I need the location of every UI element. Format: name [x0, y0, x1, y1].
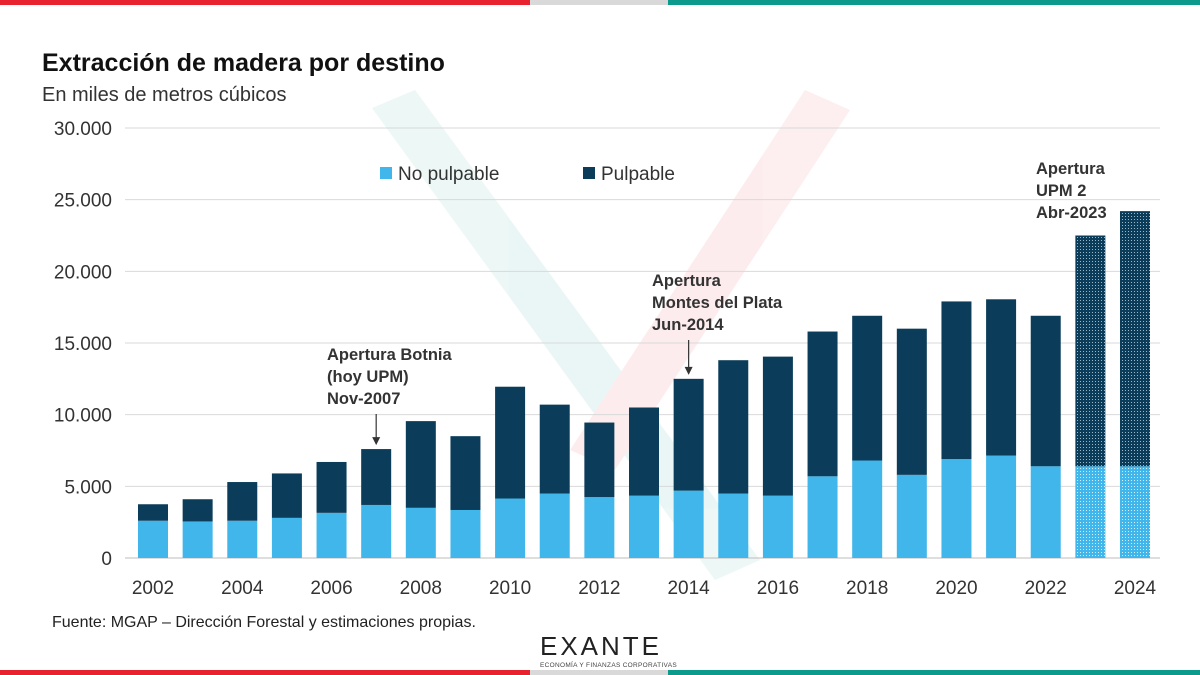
- bottom-color-bar: [0, 670, 1200, 675]
- chart-subtitle: En miles de metros cúbicos: [42, 84, 287, 106]
- bar-no-pulpable-2013: [629, 495, 659, 558]
- y-tick-label: 25.000: [54, 191, 112, 212]
- y-tick-label: 15.000: [54, 334, 112, 355]
- bar-no-pulpable-2023: [1075, 466, 1106, 558]
- annotation-arrowhead: [372, 437, 381, 446]
- bar-no-pulpable-2008: [405, 507, 436, 558]
- x-tick-label: 2004: [221, 578, 264, 599]
- x-tick-label: 2012: [578, 578, 620, 599]
- x-tick-label: 2020: [935, 578, 977, 599]
- bar-no-pulpable-2016: [762, 495, 793, 558]
- x-tick-label: 2022: [1025, 578, 1067, 599]
- bar-pulpable-2020: [941, 301, 972, 460]
- watermark-x: [372, 90, 850, 580]
- bar-no-pulpable-2017: [807, 476, 838, 558]
- bar-pulpable-2021: [986, 299, 1017, 456]
- bar-no-pulpable-2002: [138, 520, 168, 558]
- bar-pulpable-2008: [405, 421, 436, 508]
- bar-pulpable-2012: [584, 422, 615, 498]
- y-axis: 0 5.000 10.000 15.000 20.000 25.000 30.000: [54, 119, 112, 570]
- bar-pulpable-2015: [718, 360, 749, 494]
- bar-no-pulpable-2020: [941, 459, 972, 558]
- bar-no-pulpable-2003: [182, 521, 213, 558]
- bar-pulpable-2009: [450, 436, 481, 510]
- bar-pulpable-2018: [852, 315, 883, 461]
- bar-no-pulpable-2015: [718, 493, 749, 558]
- y-tick-label: 5.000: [64, 477, 112, 498]
- bar-no-pulpable-2018: [852, 460, 883, 558]
- legend-label-pulpable: Pulpable: [601, 164, 675, 185]
- source-note: Fuente: MGAP – Dirección Forestal y esti…: [52, 614, 476, 631]
- annotation-line: UPM 2: [1036, 182, 1086, 200]
- x-tick-label: 2014: [667, 578, 710, 599]
- x-tick-label: 2006: [310, 578, 352, 599]
- chart-title: Extracción de madera por destino: [42, 49, 445, 77]
- bar-no-pulpable-2012: [584, 497, 615, 558]
- bar-pulpable-2007: [361, 449, 392, 505]
- annotation-2023: Apertura UPM 2 Abr-2023: [1036, 160, 1107, 222]
- bar-no-pulpable-2022: [1030, 466, 1061, 558]
- legend: No pulpable Pulpable: [380, 164, 675, 185]
- x-tick-label: 2002: [132, 578, 174, 599]
- bar-pulpable-2016: [762, 356, 793, 496]
- bar-no-pulpable-2005: [271, 517, 302, 558]
- x-tick-label: 2024: [1114, 578, 1157, 599]
- bar-no-pulpable-2011: [539, 493, 570, 558]
- annotations: Apertura Botnia(hoy UPM)Nov-2007Apertura…: [327, 160, 1107, 446]
- annotation-2014: Apertura Montes del Plata Jun-2014: [652, 272, 783, 375]
- bar-no-pulpable-2004: [227, 520, 258, 558]
- exante-logo: EXANTE ECONOMÍA Y FINANZAS CORPORATIVAS: [540, 631, 677, 669]
- bar-pulpable-2023: [1075, 235, 1106, 467]
- y-tick-label: 10.000: [54, 406, 112, 427]
- bar-no-pulpable-2019: [896, 474, 927, 558]
- bar-no-pulpable-2014: [673, 490, 704, 558]
- bar-pulpable-2013: [629, 407, 659, 496]
- y-tick-label: 30.000: [54, 119, 112, 140]
- logo-tagline: ECONOMÍA Y FINANZAS CORPORATIVAS: [540, 660, 677, 669]
- annotation-line: Nov-2007: [327, 390, 400, 408]
- bar-no-pulpable-2007: [361, 504, 392, 558]
- bar-pulpable-2011: [539, 404, 570, 494]
- bar-pulpable-2014: [673, 378, 704, 491]
- x-tick-label: 2008: [400, 578, 442, 599]
- bars: [138, 211, 1150, 558]
- top-color-bar: [0, 0, 1200, 5]
- y-tick-label: 0: [101, 549, 112, 570]
- annotation-line: Abr-2023: [1036, 204, 1107, 222]
- legend-swatch-pulpable: [583, 167, 595, 179]
- legend-swatch-no-pulpable: [380, 167, 392, 179]
- bar-no-pulpable-2024: [1120, 466, 1150, 558]
- bar-pulpable-2002: [138, 504, 168, 521]
- annotation-line: Jun-2014: [652, 316, 724, 334]
- bar-no-pulpable-2009: [450, 509, 481, 558]
- bar-pulpable-2017: [807, 331, 838, 477]
- bar-pulpable-2022: [1030, 315, 1061, 467]
- bar-pulpable-2024: [1120, 211, 1150, 467]
- annotation-arrowhead: [684, 366, 693, 375]
- annotation-line: (hoy UPM): [327, 368, 409, 386]
- bar-no-pulpable-2006: [316, 512, 347, 558]
- x-axis: 2002 2004 2006 2008 2010 2012 2014 2016 2018 2020…: [132, 578, 1157, 599]
- bar-pulpable-2019: [896, 328, 927, 475]
- bar-pulpable-2006: [316, 461, 347, 513]
- bar-pulpable-2010: [495, 386, 526, 499]
- annotation-line: Apertura: [652, 272, 722, 290]
- annotation-2007: Apertura Botnia (hoy UPM) Nov-2007: [327, 346, 453, 446]
- bar-pulpable-2004: [227, 482, 258, 521]
- logo-wordmark: EXANTE: [540, 631, 662, 661]
- x-tick-label: 2010: [489, 578, 531, 599]
- x-tick-label: 2016: [757, 578, 799, 599]
- legend-label-no-pulpable: No pulpable: [398, 164, 499, 185]
- bar-no-pulpable-2010: [495, 498, 526, 558]
- bar-pulpable-2005: [271, 473, 302, 518]
- annotation-line: Montes del Plata: [652, 294, 783, 312]
- y-tick-label: 20.000: [54, 262, 112, 283]
- bar-pulpable-2003: [182, 499, 213, 522]
- annotation-line: Apertura Botnia: [327, 346, 453, 364]
- x-tick-label: 2018: [846, 578, 888, 599]
- annotation-line: Apertura: [1036, 160, 1106, 178]
- bar-no-pulpable-2021: [986, 455, 1017, 558]
